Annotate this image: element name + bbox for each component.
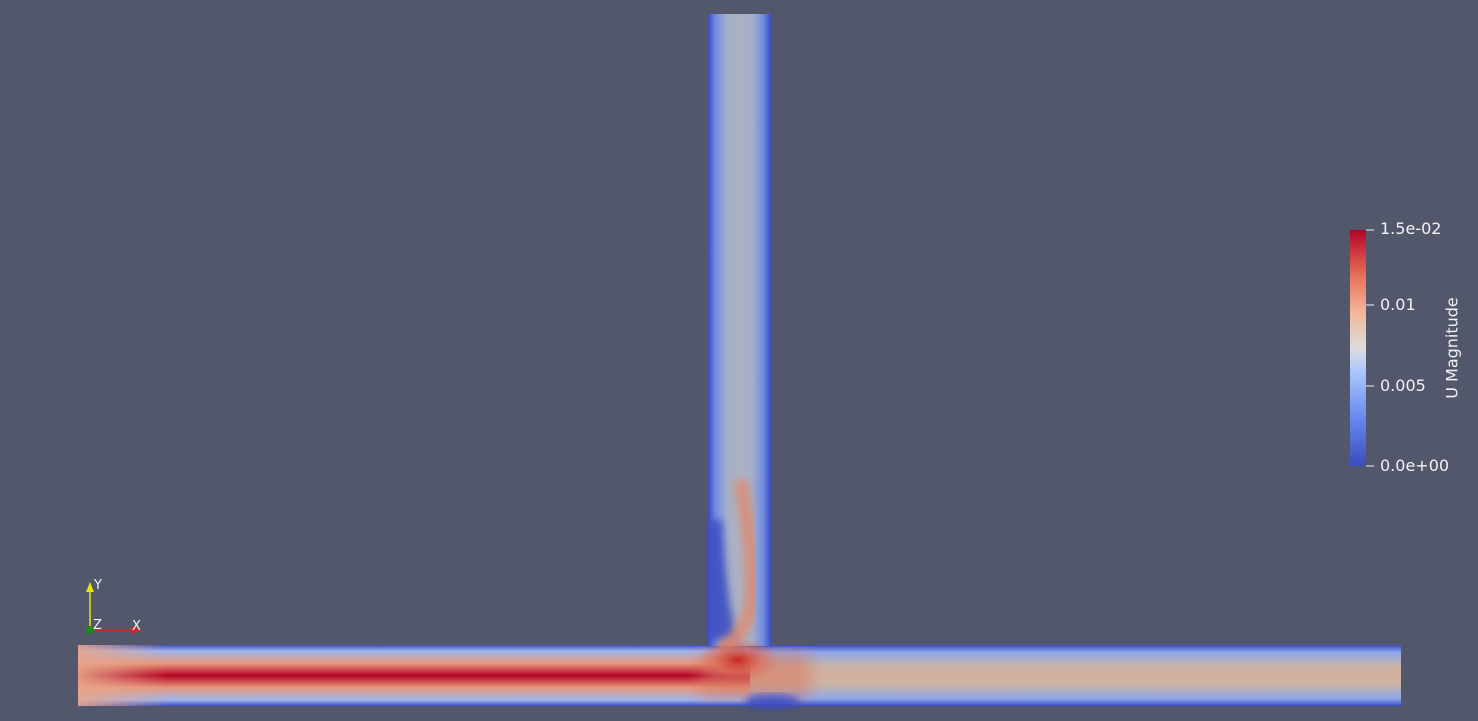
z-axis-dot (86, 626, 94, 634)
orientation-axes (86, 582, 141, 634)
inlet-pipe (78, 645, 750, 706)
y-axis-label: Y (94, 578, 102, 593)
colorbar-tick-0-01: 0.01 (1380, 295, 1416, 314)
colorbar-tick-0-005: 0.005 (1380, 376, 1426, 395)
y-axis-arrow (86, 582, 94, 592)
colorbar-tick-min: 0.0e+00 (1380, 456, 1450, 475)
colorbar-title: U Magnitude (1442, 297, 1462, 399)
colorbar (1350, 229, 1374, 467)
inlet-fade (78, 645, 168, 706)
colorbar-gradient (1350, 230, 1366, 466)
outlet-pipe (750, 645, 1401, 706)
x-axis-label: X (132, 619, 141, 634)
z-axis-label: Z (93, 618, 102, 633)
x-axis-arrow (132, 626, 141, 634)
colorbar-tick-max: 1.5e-02 (1380, 219, 1442, 238)
